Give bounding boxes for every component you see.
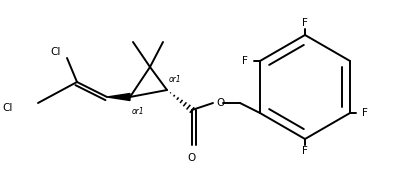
Text: Cl: Cl	[3, 103, 13, 113]
Text: or1: or1	[132, 107, 144, 116]
Text: Cl: Cl	[51, 47, 61, 57]
Text: F: F	[362, 108, 368, 118]
Text: O: O	[188, 153, 196, 163]
Text: or1: or1	[169, 75, 182, 84]
Text: F: F	[302, 18, 308, 28]
Text: O: O	[216, 98, 224, 108]
Text: F: F	[242, 56, 248, 66]
Polygon shape	[107, 93, 130, 101]
Text: F: F	[302, 146, 308, 156]
